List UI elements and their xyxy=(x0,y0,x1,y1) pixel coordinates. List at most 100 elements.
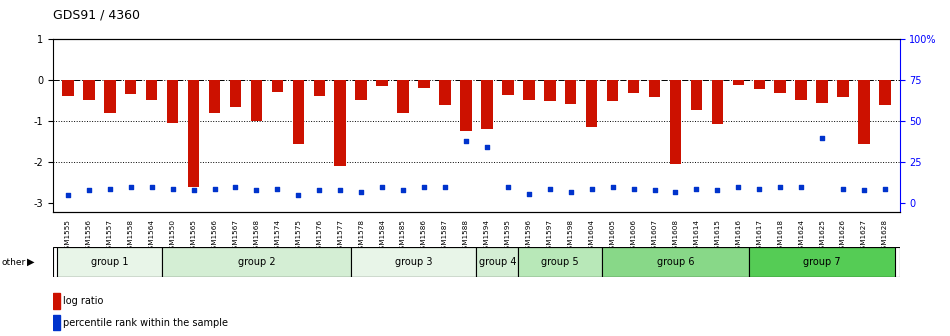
Point xyxy=(605,184,620,190)
Bar xyxy=(691,80,702,110)
Bar xyxy=(816,80,827,102)
Point xyxy=(647,187,662,193)
Bar xyxy=(53,293,61,308)
Bar xyxy=(418,80,429,88)
Text: other: other xyxy=(2,258,27,266)
Bar xyxy=(607,80,618,101)
Text: ▶: ▶ xyxy=(27,257,34,267)
Bar xyxy=(334,80,346,166)
Bar xyxy=(57,247,162,277)
Bar xyxy=(460,80,472,131)
Point xyxy=(857,187,872,193)
Point xyxy=(270,186,285,191)
Bar xyxy=(523,80,535,99)
Point xyxy=(332,187,348,193)
Point xyxy=(793,184,808,190)
Point xyxy=(878,186,893,191)
Point xyxy=(291,193,306,198)
Text: GDS91 / 4360: GDS91 / 4360 xyxy=(53,8,141,22)
Bar xyxy=(712,80,723,124)
Bar xyxy=(62,80,74,96)
Bar xyxy=(753,80,765,89)
Bar xyxy=(439,80,450,104)
Point xyxy=(480,145,495,150)
Point xyxy=(710,187,725,193)
Bar xyxy=(519,247,602,277)
Point xyxy=(249,187,264,193)
Bar xyxy=(837,80,849,97)
Bar xyxy=(293,80,304,144)
Text: group 6: group 6 xyxy=(656,257,694,267)
Bar xyxy=(351,247,476,277)
Point xyxy=(124,184,139,190)
Bar xyxy=(732,80,744,85)
Point xyxy=(228,184,243,190)
Bar xyxy=(649,80,660,97)
Bar xyxy=(188,80,200,187)
Bar xyxy=(602,247,749,277)
Point xyxy=(772,184,788,190)
Text: group 4: group 4 xyxy=(479,257,516,267)
Bar xyxy=(314,80,325,96)
Bar xyxy=(858,80,870,144)
Bar xyxy=(162,247,351,277)
Point xyxy=(542,186,558,191)
Point xyxy=(501,184,516,190)
Bar xyxy=(628,80,639,93)
Bar xyxy=(795,80,807,99)
Point xyxy=(835,186,850,191)
Bar xyxy=(544,80,556,101)
Point xyxy=(689,186,704,191)
Bar xyxy=(209,80,220,113)
Bar xyxy=(355,80,367,100)
Bar xyxy=(774,80,786,93)
Point xyxy=(186,187,201,193)
Bar xyxy=(670,80,681,164)
Point xyxy=(353,189,369,195)
Point xyxy=(584,186,599,191)
Bar xyxy=(230,80,241,107)
Bar xyxy=(146,80,158,100)
Point xyxy=(312,187,327,193)
Bar xyxy=(503,80,514,95)
Point xyxy=(458,138,473,143)
Text: group 3: group 3 xyxy=(395,257,432,267)
Point xyxy=(437,184,452,190)
Bar xyxy=(167,80,179,123)
Bar xyxy=(376,80,388,86)
Point xyxy=(416,184,431,190)
Bar xyxy=(481,80,493,129)
Bar xyxy=(586,80,598,127)
Bar xyxy=(749,247,896,277)
Text: percentile rank within the sample: percentile rank within the sample xyxy=(63,318,228,328)
Point xyxy=(522,191,537,196)
Point xyxy=(207,186,222,191)
Point xyxy=(144,184,160,190)
Text: group 2: group 2 xyxy=(238,257,276,267)
Text: group 1: group 1 xyxy=(91,257,128,267)
Point xyxy=(165,186,180,191)
Bar xyxy=(251,80,262,121)
Bar xyxy=(397,80,408,113)
Bar xyxy=(53,315,61,331)
Text: group 5: group 5 xyxy=(542,257,580,267)
Point xyxy=(814,135,829,140)
Bar xyxy=(476,247,519,277)
Point xyxy=(668,189,683,195)
Text: log ratio: log ratio xyxy=(63,296,104,306)
Point xyxy=(374,184,390,190)
Point xyxy=(731,184,746,190)
Point xyxy=(626,186,641,191)
Point xyxy=(60,193,75,198)
Point xyxy=(563,189,579,195)
Point xyxy=(395,187,410,193)
Bar xyxy=(879,80,891,106)
Bar xyxy=(125,80,137,94)
Bar xyxy=(104,80,116,113)
Point xyxy=(103,186,118,191)
Bar xyxy=(272,80,283,92)
Point xyxy=(751,186,767,191)
Bar xyxy=(83,80,95,100)
Bar xyxy=(565,80,577,104)
Text: group 7: group 7 xyxy=(804,257,841,267)
